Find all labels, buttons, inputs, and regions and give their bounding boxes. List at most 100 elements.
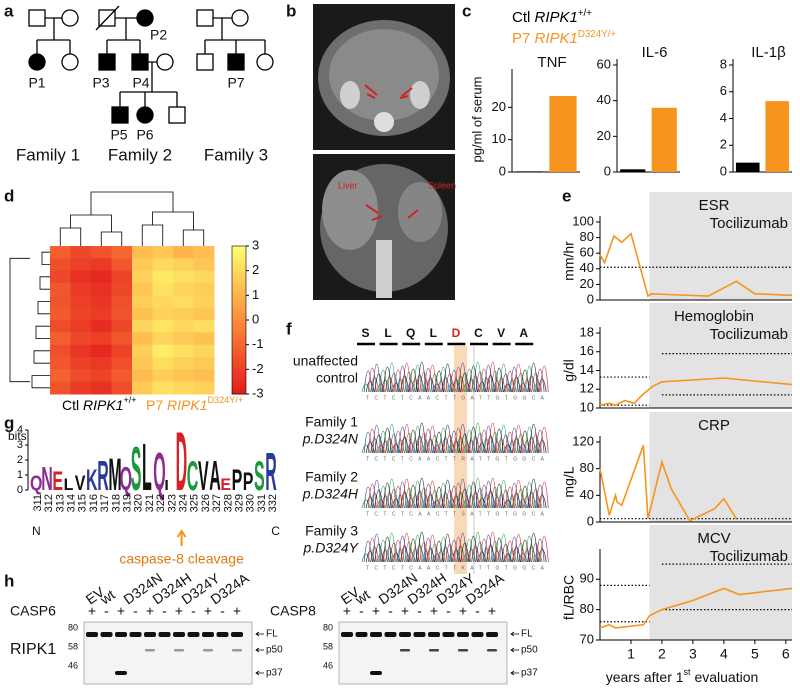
band-p50 — [232, 649, 242, 652]
band-fl — [231, 632, 243, 637]
heatmap-cell — [193, 270, 215, 284]
residue: Q — [406, 326, 416, 340]
blot-sign: - — [104, 603, 109, 619]
heatmap-cell — [152, 332, 174, 346]
heatmap-cell — [70, 295, 92, 309]
y-axis-label: fL/RBC — [561, 575, 577, 620]
base-calls: TCTCTCAACTTKATTGTGGCA — [366, 565, 545, 571]
logo-letter: S — [254, 452, 265, 500]
heatmap-cell — [173, 270, 194, 284]
band-fl — [413, 632, 426, 637]
heatmap-cell — [193, 307, 215, 321]
blot-sign: + — [88, 603, 96, 619]
pedigree — [28, 5, 274, 124]
heatmap-cell — [111, 381, 133, 395]
band-fl — [144, 632, 156, 637]
heatmap-cell — [91, 246, 112, 259]
band-fl — [202, 632, 214, 637]
heatmap-cell — [111, 320, 133, 333]
heatmap-cell — [132, 344, 153, 358]
heatmap-cell — [173, 246, 194, 259]
logo-letter: P — [232, 464, 243, 496]
logo-y-tick-label: 2 — [17, 454, 23, 466]
y-tick-label: 100 — [572, 213, 594, 228]
base-calls: TCTCTCAACTTSATTGTGGCA — [366, 511, 545, 517]
band-fl — [457, 632, 469, 637]
logo-position: 321 — [144, 494, 156, 512]
band-fl — [355, 632, 368, 637]
heatmap-cell — [193, 344, 215, 358]
colorbar-step — [232, 331, 246, 336]
band-label: p37 — [266, 668, 283, 679]
logo-position: 323 — [166, 494, 178, 512]
band-arrow — [255, 631, 264, 637]
heatmap-cell — [152, 381, 174, 395]
patient-label: P4 — [132, 75, 149, 91]
colorbar-step — [232, 275, 246, 280]
logo-letter: Q — [30, 471, 42, 495]
colorbar-tick-label: -1 — [252, 336, 264, 351]
y-tick-label: 60 — [580, 245, 594, 260]
heatmap-cell — [173, 320, 194, 333]
colorbar-step — [232, 320, 246, 325]
band-fl — [399, 632, 411, 637]
colorbar-tick-label: -2 — [252, 361, 264, 376]
logo-position: 317 — [99, 494, 111, 512]
logo-letter: E — [52, 466, 63, 496]
blot-protein: RIPK1 — [10, 641, 56, 658]
chromatogram-trace — [365, 422, 547, 454]
colorbar-step — [232, 283, 246, 288]
logo-letter: L — [64, 476, 74, 494]
heatmap-cell — [91, 344, 112, 358]
heatmap-cell — [50, 295, 71, 309]
bar — [549, 96, 577, 172]
bar — [765, 101, 790, 172]
band-label: p50 — [521, 645, 538, 656]
logo-position: 314 — [66, 494, 78, 512]
blot-marker: 80 — [68, 622, 78, 632]
logo-position: 312 — [43, 494, 55, 512]
y-axis-label: g/dl — [561, 359, 577, 382]
legend-sup: D324Y/+ — [578, 29, 617, 40]
y-tick-label: 4 — [720, 110, 727, 125]
logo-letter: P — [243, 469, 254, 496]
blot-sign: + — [204, 603, 212, 619]
chromatogram-trace — [367, 361, 549, 393]
y-tick-label: 0 — [587, 513, 594, 528]
logo-letter: V — [198, 452, 209, 500]
chromatogram-trace — [365, 477, 547, 509]
logo-position: 328 — [222, 494, 234, 512]
x-tick-label: 3 — [689, 646, 697, 662]
heatmap-cell — [91, 369, 112, 383]
heatmap-cell — [132, 357, 153, 370]
sample-name: Family 1 — [305, 414, 358, 430]
y-tick-label: 120 — [572, 433, 594, 448]
patient-label: P1 — [28, 75, 45, 91]
line-series — [599, 377, 793, 407]
patient-label: P3 — [92, 75, 109, 91]
band-fl — [86, 632, 98, 637]
logo-position: 326 — [200, 494, 212, 512]
chromatogram-trace — [363, 478, 545, 509]
heatmap-cell — [70, 246, 92, 259]
logo-n-term: N — [32, 524, 41, 538]
blot-sign: + — [175, 603, 183, 619]
legend-gene: RIPK1 — [167, 397, 207, 413]
y-tick-label: 80 — [580, 229, 594, 244]
colorbar-step — [232, 375, 246, 380]
colorbar-tick-label: 0 — [252, 311, 259, 326]
y-tick-label: 10 — [492, 131, 506, 146]
blot-marker: 58 — [323, 641, 333, 651]
y-tick-label: 2 — [720, 137, 727, 152]
heatmap-cell — [91, 320, 112, 333]
panel-label: f — [286, 319, 292, 338]
logo-letter: D — [176, 415, 188, 508]
logo-position: 332 — [267, 494, 279, 512]
panel-label: g — [4, 413, 14, 432]
heatmap-cell — [50, 283, 71, 296]
colorbar-step — [232, 334, 246, 339]
x-tick-label: 6 — [782, 646, 790, 662]
cleavage-annotation: caspase-8 cleavage — [119, 551, 244, 567]
x-tick-label: 1 — [627, 646, 635, 662]
